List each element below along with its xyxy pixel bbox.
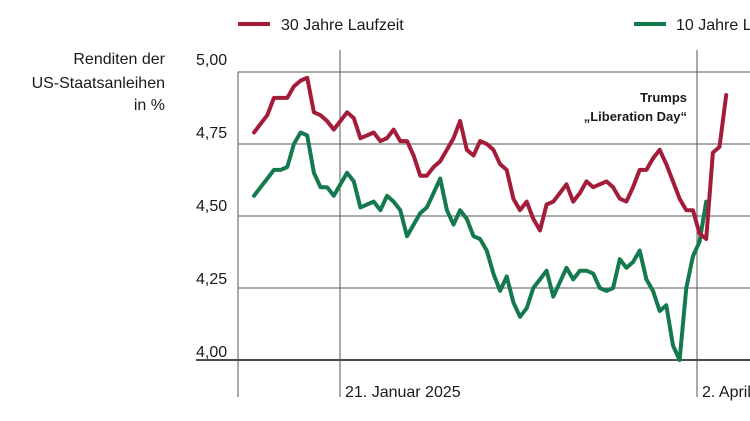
y-tick-label-500: 5,00 — [196, 52, 227, 69]
x-tick-label-apr2: 2. April — [702, 384, 750, 401]
annotation-line-1: Trumps — [640, 90, 687, 105]
y-tick-label-425: 4,25 — [196, 271, 227, 288]
annotation-line-2: „Liberation Day“ — [584, 109, 687, 124]
legend-label-30y: 30 Jahre Laufzeit — [281, 17, 404, 34]
y-tick-label-450: 4,50 — [196, 198, 227, 215]
y-axis-title-line-3: in % — [134, 97, 165, 114]
y-tick-label-475: 4,75 — [196, 125, 227, 142]
y-axis-title-line-1: Renditen der — [73, 51, 165, 68]
series-line-30y — [252, 75, 729, 241]
series-line-10y — [252, 130, 709, 362]
y-tick-label-400: 4,00 — [196, 344, 227, 361]
legend-label-10y: 10 Jahre Laufzeit — [676, 17, 750, 34]
x-tick-label-jan21: 21. Januar 2025 — [345, 384, 461, 401]
series-layer — [252, 75, 729, 362]
y-axis-title-line-2: US-Staatsanleihen — [32, 75, 165, 92]
